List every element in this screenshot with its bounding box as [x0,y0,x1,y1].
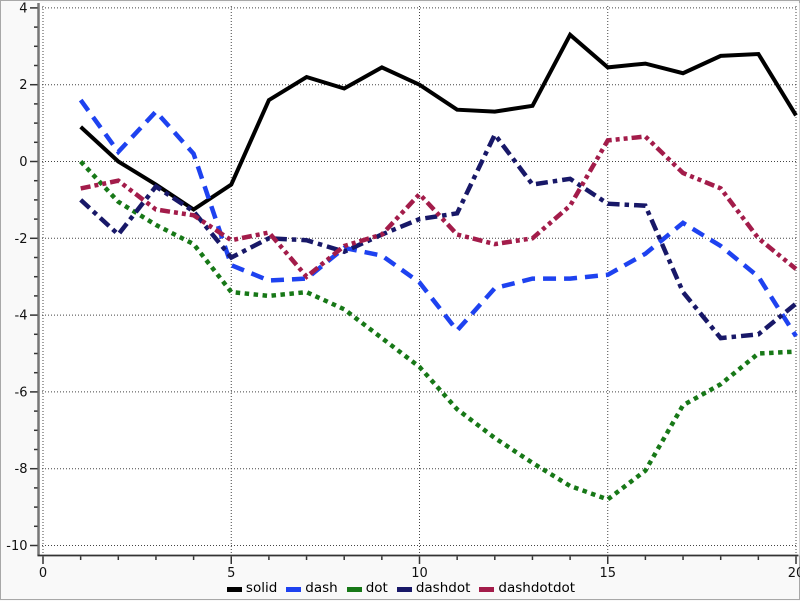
y-tick-label: -4 [15,309,28,324]
series-dash [78,98,798,338]
legend: solid dash dot dashdot dashdotdot [1,580,800,598]
legend-label: dashdotdot [498,580,576,597]
legend-swatch-dashdot [396,586,412,592]
y-tick-label: 2 [19,78,27,93]
x-tick-label: 0 [39,566,47,581]
series-dot [79,159,797,502]
y-tick-label: -2 [15,232,28,247]
legend-label: dash [305,580,338,597]
legend-label: solid [245,580,278,597]
series-dashdotdot [80,134,798,280]
legend-swatch-dashdotdot [479,586,495,592]
legend-item-dash: dash [286,580,338,597]
legend-item-dashdot: dashdot [396,580,471,597]
legend-label: dot [365,580,388,597]
x-tick-label: 5 [227,566,235,581]
y-tick-label: -10 [6,539,27,554]
x-tick-label: 10 [411,566,428,581]
legend-swatch-solid [226,586,242,592]
x-tick-label: 15 [599,566,616,581]
legend-item-solid: solid [226,580,278,597]
x-tick-label: 20 [788,566,800,581]
legend-item-dashdotdot: dashdotdot [479,582,575,596]
legend-item-dot: dot [346,580,388,597]
y-tick-label: 4 [19,1,27,16]
legend-swatch-dot [346,586,362,592]
y-tick-label: -8 [15,462,28,477]
series-dashdot [79,130,798,341]
y-tick-label: 0 [19,155,27,170]
series-solid [79,31,798,212]
legend-swatch-dash [286,586,302,592]
legend-label: dashdot [415,580,471,597]
y-tick-label: -6 [15,385,28,400]
